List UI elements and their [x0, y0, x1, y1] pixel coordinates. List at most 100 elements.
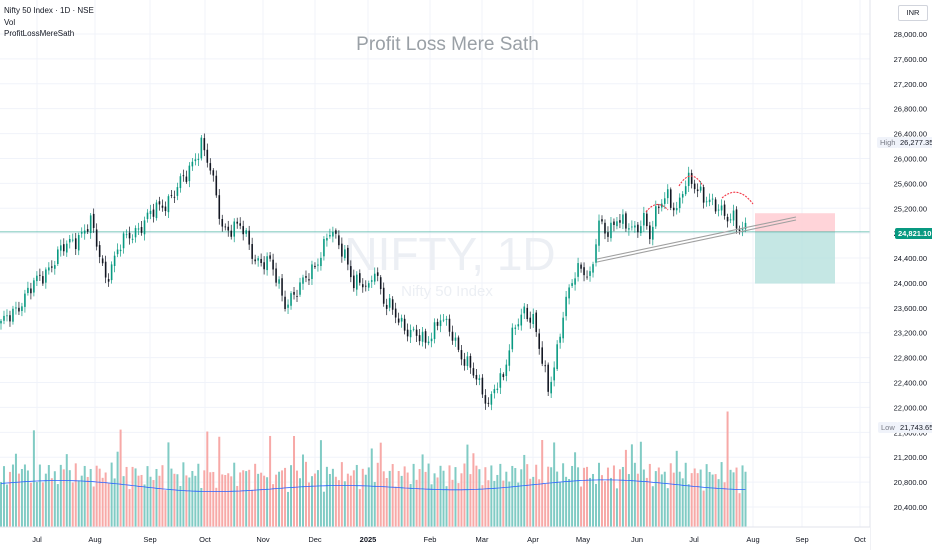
candle	[643, 206, 645, 232]
candle-body	[454, 337, 457, 341]
candle-body	[281, 278, 283, 296]
candle	[448, 314, 451, 337]
candle	[236, 217, 239, 229]
volume-bar	[487, 480, 490, 527]
candle	[520, 308, 523, 331]
volume-bar	[636, 473, 639, 527]
candle	[57, 246, 59, 266]
candle	[568, 284, 570, 305]
candle-body	[397, 318, 400, 323]
candle-body	[580, 264, 582, 269]
volume-bar	[517, 482, 520, 527]
x-tick-label: Sep	[795, 535, 808, 544]
volume-bar	[293, 435, 296, 527]
candle-body	[296, 296, 298, 297]
volume-bar	[173, 473, 176, 527]
candle	[454, 332, 457, 347]
volume-bar	[71, 482, 74, 527]
candle	[442, 313, 445, 323]
candle	[577, 257, 579, 282]
volume-bar	[325, 466, 328, 527]
candle-body	[690, 173, 693, 184]
volume-bar	[134, 468, 137, 527]
candle-body	[74, 238, 77, 250]
volume-bar	[20, 469, 23, 527]
candle-body	[203, 138, 206, 151]
legend-symbol[interactable]: Nifty 50 Index · 1D · NSE	[4, 6, 94, 15]
candle	[553, 361, 555, 387]
candle-body	[457, 337, 460, 350]
candle-body	[344, 249, 346, 259]
candle-body	[314, 265, 316, 268]
volume-bar	[122, 476, 125, 527]
candle-body	[305, 276, 307, 278]
volume-bar	[451, 479, 454, 527]
candle-body	[421, 331, 424, 342]
volume-bar	[65, 454, 68, 527]
candle	[586, 270, 588, 280]
candle-body	[182, 175, 185, 177]
candle	[535, 310, 538, 337]
volume-bar	[206, 431, 209, 527]
candle	[272, 253, 274, 276]
candle-body	[272, 259, 274, 270]
volume-bar	[427, 463, 430, 527]
candle-body	[711, 198, 714, 200]
volume-bar	[47, 465, 50, 527]
candle	[203, 133, 206, 157]
candle	[329, 228, 331, 239]
volume-bar	[394, 486, 397, 527]
y-tick-label: 21,200.00	[894, 453, 927, 462]
candle	[669, 187, 672, 211]
candle-body	[323, 238, 325, 257]
volume-bar	[385, 478, 388, 527]
candle-body	[101, 258, 104, 264]
candle-body	[439, 320, 442, 327]
volume-bar	[370, 448, 373, 527]
candle	[364, 280, 367, 292]
candle	[675, 201, 678, 215]
candle	[729, 213, 732, 224]
candle-body	[128, 232, 131, 239]
candle	[637, 221, 639, 238]
x-tick-label: Apr	[527, 535, 539, 544]
candle	[45, 267, 47, 289]
candle-body	[586, 276, 588, 278]
volume-bar	[254, 463, 257, 527]
volume-bar	[708, 471, 711, 527]
candle-body	[146, 212, 149, 220]
candle-body	[260, 258, 262, 264]
x-tick-label: Oct	[854, 535, 867, 544]
candle-body	[717, 209, 720, 211]
volume-bar	[230, 476, 233, 527]
legend-author[interactable]: ProfitLossMereSath	[4, 29, 75, 38]
candle	[514, 324, 517, 336]
candle-body	[98, 245, 101, 257]
candle-body	[152, 209, 155, 217]
candle-body	[738, 229, 741, 232]
candle-body	[520, 314, 523, 326]
candle	[143, 216, 146, 241]
volume-bar	[56, 484, 59, 527]
volume-bar	[304, 461, 307, 527]
volume-bar	[523, 454, 526, 527]
currency-button[interactable]: INR	[898, 5, 928, 21]
volume-bar	[499, 463, 502, 527]
volume-bar	[92, 486, 95, 527]
candle-body	[448, 318, 451, 332]
candle	[640, 220, 642, 236]
x-tick-label: 2025	[360, 535, 377, 544]
volume-bar	[131, 466, 134, 527]
volume-bar	[290, 465, 293, 527]
candle-body	[535, 312, 538, 332]
candle-body	[373, 273, 376, 282]
volume-bar	[334, 476, 337, 527]
volume-bar	[367, 467, 370, 527]
y-tick-label: 25,200.00	[894, 204, 927, 213]
volume-bar	[484, 467, 487, 527]
legend-vol[interactable]: Vol	[4, 17, 16, 27]
y-tick-label: 20,800.00	[894, 478, 927, 487]
volume-bar	[86, 476, 89, 527]
volume-bar	[41, 482, 44, 527]
